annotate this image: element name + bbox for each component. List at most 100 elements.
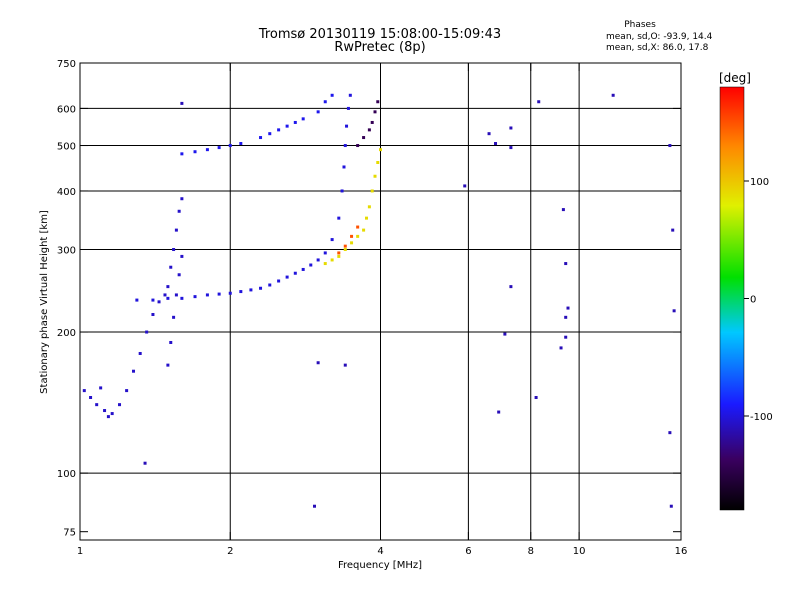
data-point	[561, 208, 565, 212]
data-point	[323, 262, 327, 266]
data-point	[103, 409, 107, 413]
data-point	[343, 248, 347, 252]
y-tick-label: 750	[57, 59, 76, 70]
data-point	[177, 209, 181, 213]
chart-subtitle: RwPretec (8p)	[334, 40, 426, 55]
data-point	[323, 251, 327, 255]
data-point	[169, 340, 173, 344]
data-point	[205, 148, 209, 152]
colorbar-tick-label: 0	[750, 295, 756, 306]
data-point	[89, 396, 93, 400]
data-point	[537, 100, 541, 104]
data-point	[259, 286, 263, 290]
data-point	[370, 189, 374, 193]
data-point	[503, 332, 507, 336]
data-point	[494, 142, 498, 146]
y-tick-label: 75	[63, 528, 76, 539]
data-point	[509, 285, 513, 289]
x-tick-label: 4	[377, 546, 383, 557]
data-point	[337, 254, 341, 258]
data-point	[301, 117, 305, 121]
data-point	[463, 184, 467, 188]
phases-o-stats: mean, sd,O: -93.9, 14.4	[606, 32, 713, 42]
data-point	[323, 100, 327, 104]
data-point	[362, 228, 366, 232]
data-point	[110, 412, 114, 416]
data-points	[82, 93, 676, 508]
data-point	[316, 110, 320, 114]
data-point	[611, 93, 615, 97]
data-point	[330, 238, 334, 242]
data-point	[180, 296, 184, 300]
data-point	[672, 309, 676, 313]
data-point	[487, 132, 491, 136]
data-point	[174, 293, 178, 297]
data-point	[356, 144, 360, 148]
colorbar	[719, 86, 745, 511]
data-point	[169, 265, 173, 269]
data-point	[343, 363, 347, 367]
phases-x-stats: mean, sd,X: 86.0, 17.8	[606, 43, 709, 53]
data-point	[316, 258, 320, 262]
data-point	[174, 228, 178, 232]
data-point	[340, 189, 344, 193]
x-tick-label: 8	[528, 546, 534, 557]
data-point	[370, 120, 374, 124]
colorbar-unit: [deg]	[719, 71, 751, 85]
data-point	[82, 389, 86, 393]
chart-title: Tromsø 20130119 15:08:00-15:09:43	[258, 27, 502, 42]
data-point	[379, 148, 382, 152]
data-point	[343, 144, 347, 148]
data-point	[217, 146, 221, 150]
data-point	[566, 306, 570, 310]
data-point	[157, 300, 161, 304]
data-point	[151, 313, 155, 317]
data-point	[509, 146, 513, 150]
data-point	[180, 197, 184, 201]
data-point	[348, 93, 352, 97]
x-axis-title: Frequency [MHz]	[338, 560, 422, 571]
data-point	[356, 225, 360, 229]
x-tick-label: 6	[465, 546, 471, 557]
data-point	[350, 234, 354, 238]
data-point	[373, 174, 377, 178]
y-axis-title: Stationary phase Virtual Height [km]	[39, 210, 50, 394]
data-point	[509, 126, 513, 130]
data-point	[301, 267, 305, 271]
data-point	[145, 330, 149, 334]
data-point	[293, 271, 297, 275]
data-point	[239, 142, 243, 146]
data-point	[228, 144, 232, 148]
data-point	[172, 248, 176, 252]
data-point	[564, 335, 568, 339]
data-point	[177, 273, 181, 277]
data-point	[239, 290, 243, 294]
data-point	[343, 244, 347, 248]
data-point	[330, 93, 334, 97]
data-point	[337, 251, 341, 255]
y-tick-label: 300	[57, 246, 76, 257]
data-point	[362, 136, 366, 140]
data-point	[95, 403, 99, 407]
data-point	[166, 363, 170, 367]
data-point	[151, 298, 155, 302]
x-tick-label: 1	[77, 546, 83, 557]
data-point	[268, 283, 272, 287]
data-point	[293, 120, 297, 124]
data-point	[118, 403, 122, 407]
y-tick-label: 400	[57, 187, 76, 198]
x-tick-label: 16	[675, 546, 688, 557]
data-point	[259, 136, 263, 140]
x-tick-label: 2	[227, 546, 233, 557]
data-point	[268, 132, 272, 136]
data-point	[166, 285, 170, 289]
colorbar-ticks: 100 0 -100	[744, 177, 773, 423]
data-point	[337, 216, 341, 220]
data-point	[180, 101, 184, 105]
data-point	[309, 263, 313, 267]
data-point	[172, 315, 176, 319]
data-point	[497, 410, 501, 414]
data-point	[376, 161, 380, 165]
data-point	[365, 216, 369, 220]
data-point	[277, 279, 281, 283]
